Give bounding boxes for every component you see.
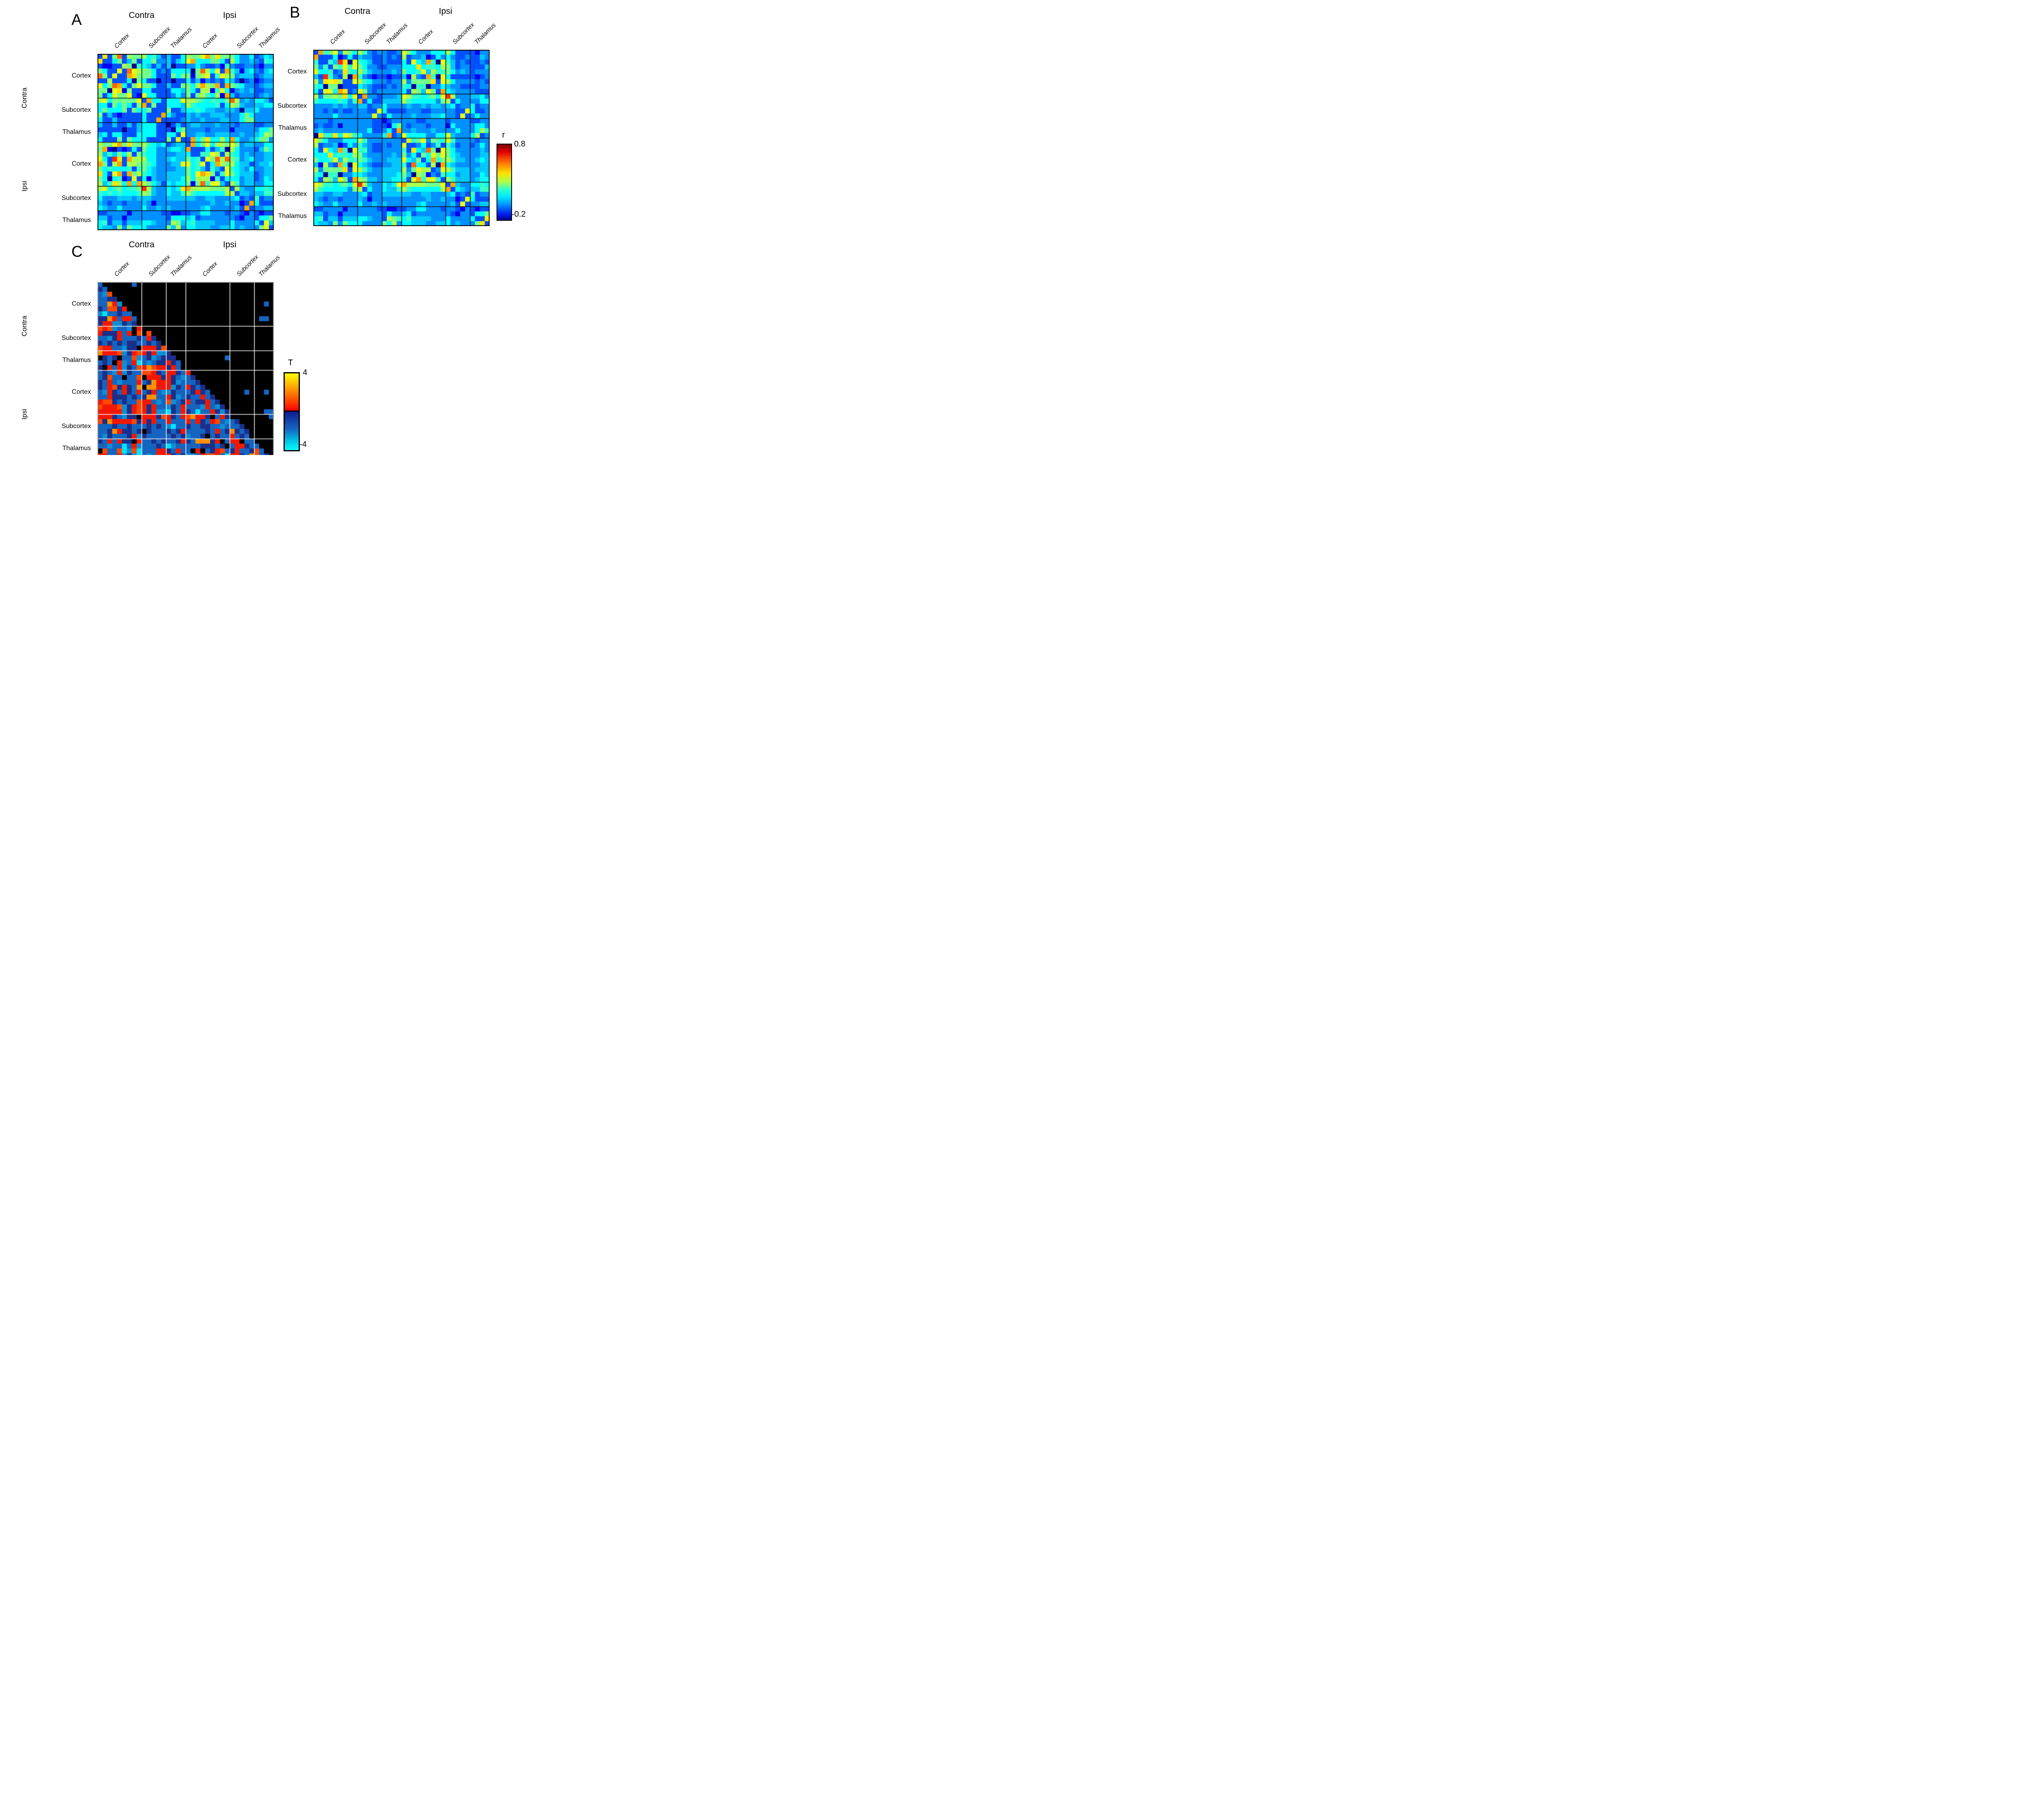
- panel-c-row-label-ipsi-thalamus: Thalamus: [62, 445, 91, 452]
- panel-a-col-label-ipsi-cortex: Cortex: [201, 32, 219, 50]
- panel-a-col-label-ipsi-subcortex: Subcortex: [235, 25, 260, 50]
- heatmap-c: [98, 282, 274, 455]
- panel-c-col-label-contra-subcortex: Subcortex: [147, 253, 172, 278]
- heatmap-a: [98, 54, 274, 230]
- panel-b-col-label-contra-thalamus: Thalamus: [385, 22, 409, 46]
- panel-b-ipsi-header: Ipsi: [439, 7, 452, 16]
- panel-c-col-label-ipsi-thalamus: Thalamus: [257, 254, 282, 278]
- panel-c-col-label-ipsi-subcortex: Subcortex: [235, 253, 260, 278]
- colorbar-t-positive-segment: [285, 373, 299, 411]
- colorbar-r-title: r: [502, 131, 505, 140]
- panel-b-row-label-ipsi-cortex: Cortex: [287, 156, 307, 163]
- panel-a-row-label-contra-thalamus: Thalamus: [62, 129, 91, 135]
- panel-a-row-label-ipsi-thalamus: Thalamus: [62, 217, 91, 224]
- panel-c-row-label-contra-cortex: Cortex: [71, 300, 91, 307]
- panel-a-col-label-contra-thalamus: Thalamus: [169, 26, 193, 50]
- panel-a-col-label-contra-subcortex: Subcortex: [147, 25, 172, 50]
- colorbar-t-title: T: [288, 358, 293, 367]
- colorbar-r-bottom-tick: -0.2: [512, 210, 526, 219]
- figure: A Contra Ipsi Cortex Subcortex Thalamus …: [0, 0, 542, 455]
- colorbar-t-divider: [285, 411, 299, 412]
- panel-b-contra-header: Contra: [344, 7, 370, 16]
- panel-a-col-label-ipsi-thalamus: Thalamus: [257, 26, 282, 50]
- panel-a-row-label-contra-subcortex: Subcortex: [61, 107, 91, 113]
- panel-a-side-label-contra: Contra: [20, 87, 28, 109]
- panel-a-letter: A: [71, 11, 82, 29]
- panel-b-col-label-contra-subcortex: Subcortex: [363, 21, 388, 46]
- panel-a-col-label-contra-cortex: Cortex: [113, 32, 131, 50]
- panel-a-row-label-ipsi-subcortex: Subcortex: [61, 195, 91, 202]
- heatmap-b: [313, 50, 490, 226]
- panel-c-row-label-ipsi-cortex: Cortex: [71, 388, 91, 395]
- panel-a-row-label-ipsi-cortex: Cortex: [71, 160, 91, 167]
- panel-b-row-label-ipsi-thalamus: Thalamus: [278, 213, 307, 220]
- panel-c-contra-header: Contra: [129, 240, 155, 249]
- panel-a-contra-header: Contra: [129, 11, 155, 20]
- panel-c-ipsi-header: Ipsi: [223, 240, 237, 249]
- panel-b-row-label-contra-cortex: Cortex: [287, 68, 307, 75]
- panel-c-col-label-contra-thalamus: Thalamus: [169, 254, 193, 278]
- colorbar-t-bottom-tick: -4: [299, 440, 307, 449]
- colorbar-r: [497, 144, 512, 221]
- panel-b-col-label-ipsi-thalamus: Thalamus: [473, 22, 497, 46]
- colorbar-r-top-tick: 0.8: [514, 140, 526, 149]
- colorbar-t: [284, 372, 300, 451]
- panel-c-col-label-ipsi-cortex: Cortex: [201, 260, 219, 278]
- panel-b-letter: B: [290, 4, 300, 21]
- panel-b-row-label-contra-thalamus: Thalamus: [278, 124, 307, 131]
- panel-a-side-label-ipsi: Ipsi: [20, 180, 28, 192]
- colorbar-t-negative-segment: [285, 412, 299, 450]
- panel-c-side-label-contra: Contra: [20, 315, 28, 337]
- panel-b-row-label-ipsi-subcortex: Subcortex: [277, 191, 307, 198]
- panel-c-row-label-contra-thalamus: Thalamus: [62, 357, 91, 364]
- panel-c-letter: C: [71, 243, 83, 260]
- colorbar-t-top-tick: 4: [303, 368, 308, 377]
- panel-c-row-label-contra-subcortex: Subcortex: [61, 335, 91, 342]
- panel-b-col-label-contra-cortex: Cortex: [328, 28, 347, 46]
- panel-c-row-label-ipsi-subcortex: Subcortex: [61, 423, 91, 430]
- panel-c-side-label-ipsi: Ipsi: [20, 408, 28, 420]
- panel-a-row-label-contra-cortex: Cortex: [71, 72, 91, 79]
- panel-b-row-label-contra-subcortex: Subcortex: [277, 102, 307, 109]
- panel-b-col-label-ipsi-cortex: Cortex: [417, 28, 435, 46]
- panel-b-col-label-ipsi-subcortex: Subcortex: [451, 21, 476, 46]
- panel-c-col-label-contra-cortex: Cortex: [113, 260, 131, 278]
- panel-a-ipsi-header: Ipsi: [223, 11, 237, 20]
